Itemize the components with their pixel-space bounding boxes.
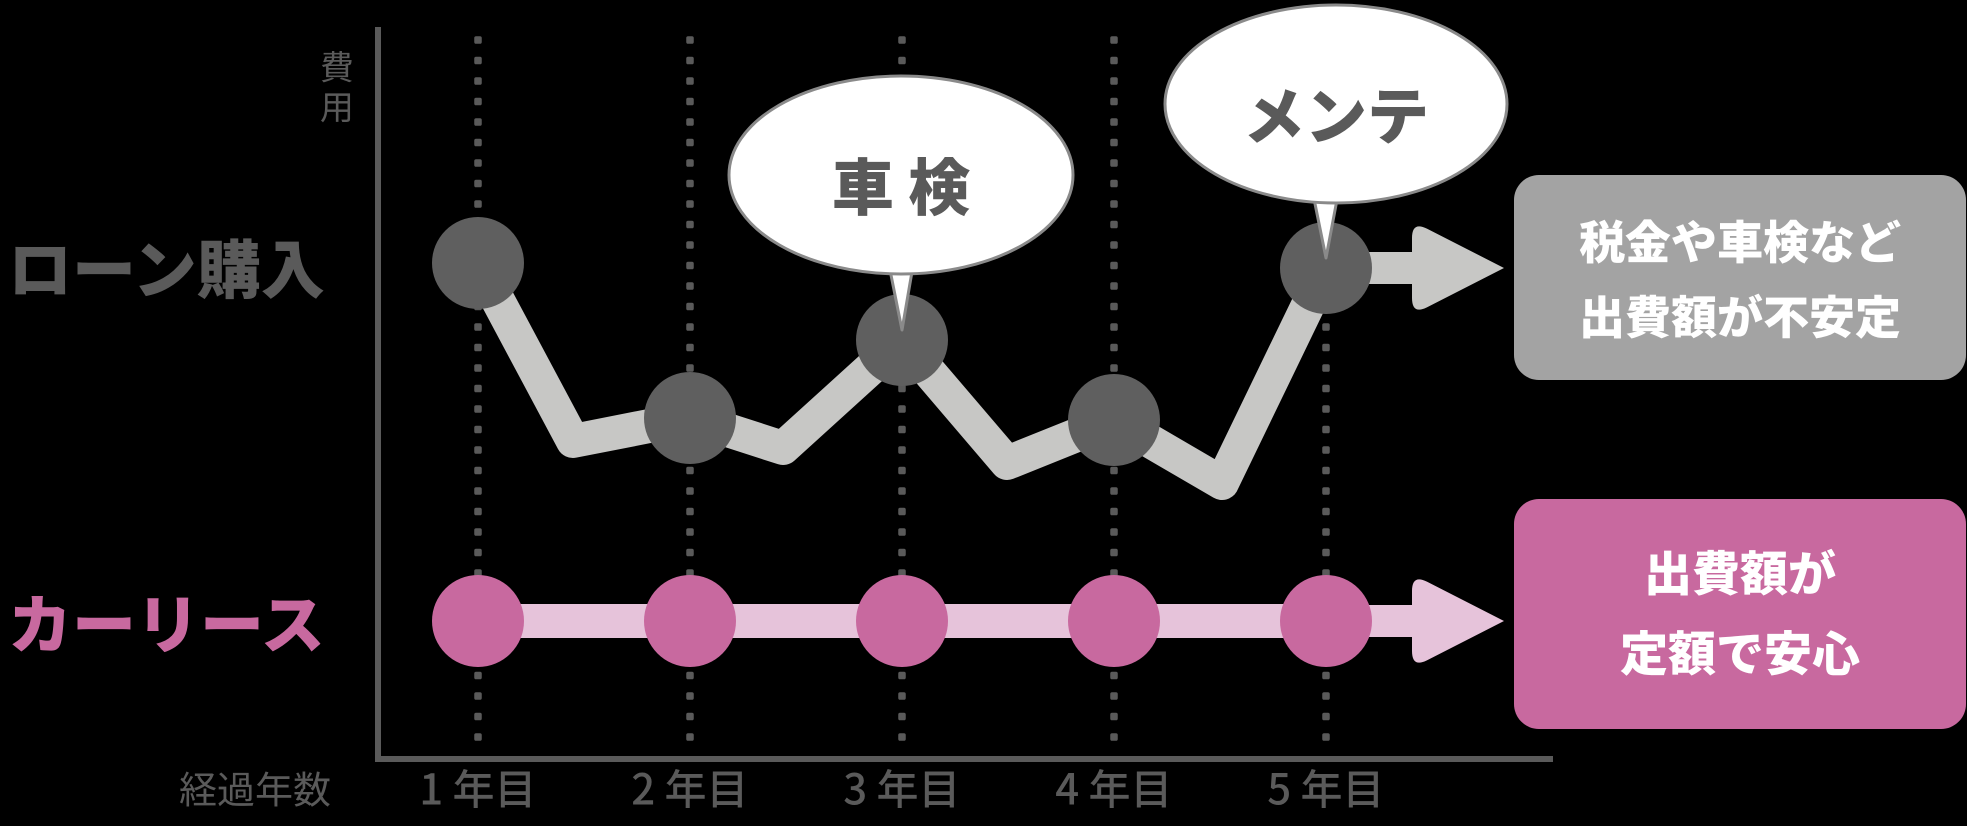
svg-text:メンテ: メンテ bbox=[1243, 67, 1429, 157]
svg-text:経過年数: 経過年数 bbox=[179, 760, 331, 815]
svg-text:出費額が: 出費額が bbox=[1644, 535, 1836, 605]
svg-text:4 年目: 4 年目 bbox=[1055, 757, 1172, 818]
svg-text:出費額が不安定: 出費額が不安定 bbox=[1579, 282, 1901, 348]
svg-text:車 検: 車 検 bbox=[832, 138, 970, 228]
svg-text:税金や車検など: 税金や車検など bbox=[1579, 207, 1901, 273]
svg-text:3 年目: 3 年目 bbox=[843, 757, 960, 818]
svg-text:2 年目: 2 年目 bbox=[631, 757, 748, 818]
svg-text:カーリース: カーリース bbox=[8, 575, 325, 667]
svg-text:5 年目: 5 年目 bbox=[1267, 757, 1384, 818]
svg-text:定額で安心: 定額で安心 bbox=[1620, 615, 1860, 685]
svg-text:ローン購入: ローン購入 bbox=[8, 220, 325, 312]
svg-text:1 年目: 1 年目 bbox=[419, 757, 536, 818]
svg-text:用: 用 bbox=[320, 81, 354, 130]
